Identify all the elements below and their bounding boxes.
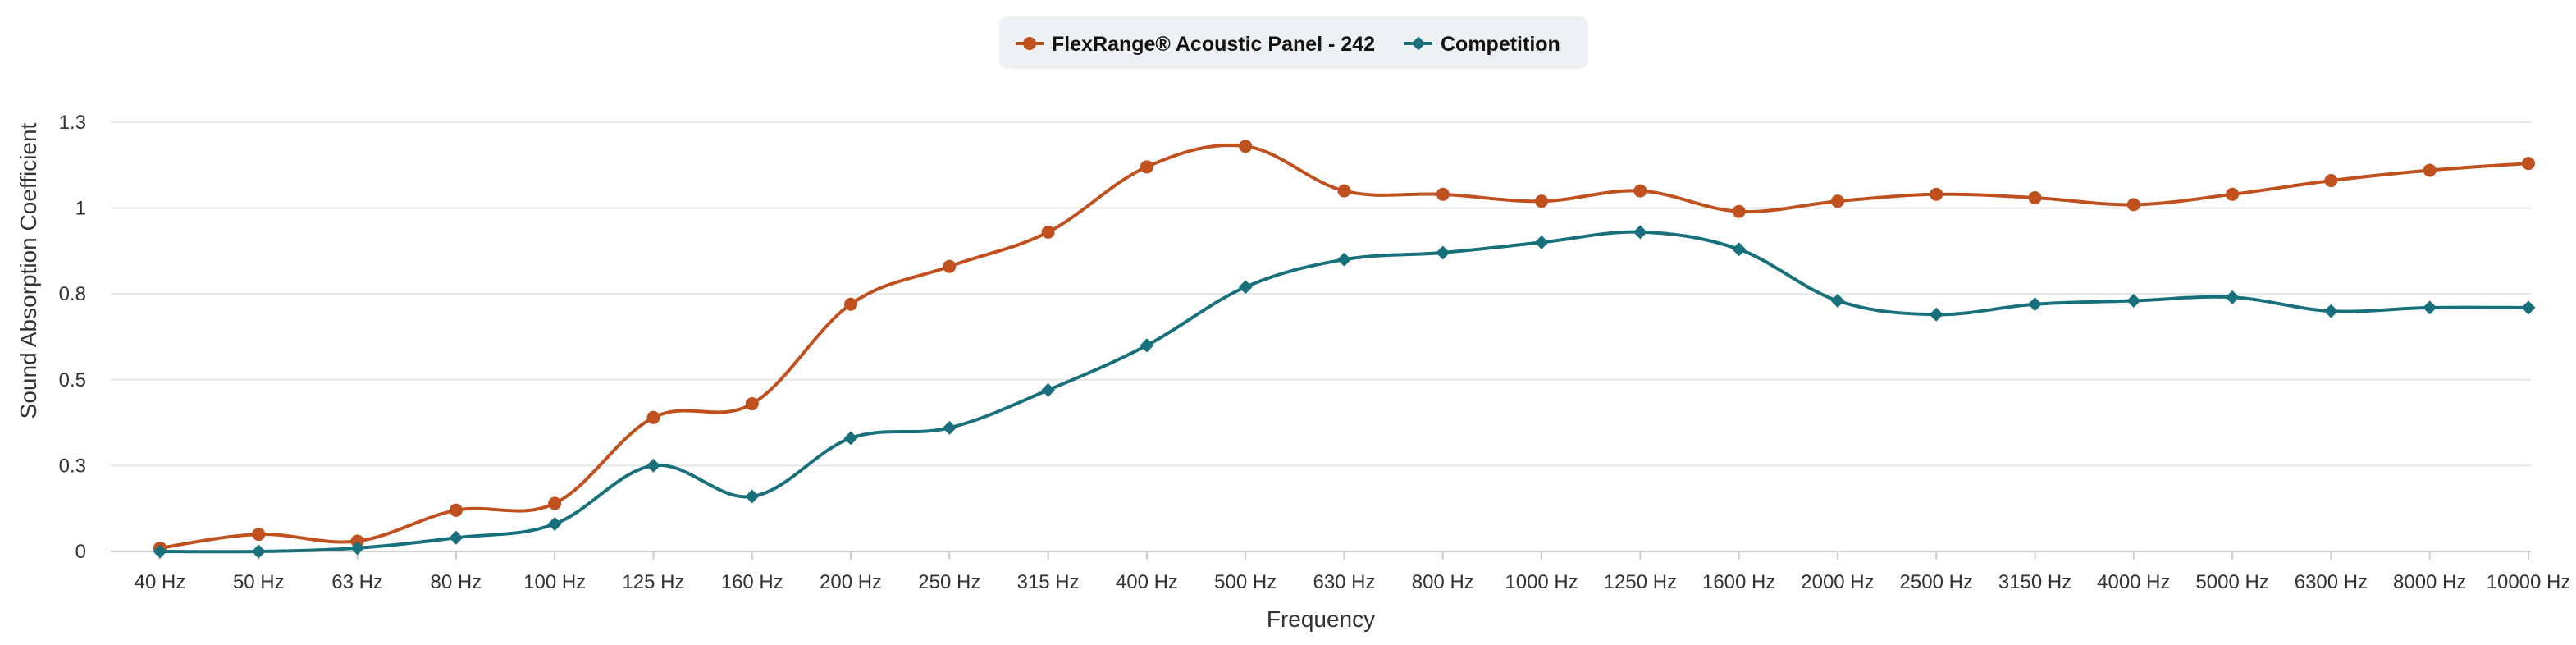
data-point bbox=[1436, 187, 1450, 201]
data-point bbox=[2126, 294, 2141, 309]
data-point bbox=[547, 517, 562, 532]
data-point bbox=[1337, 184, 1351, 198]
x-tick-label: 125 Hz bbox=[622, 571, 684, 593]
data-point bbox=[251, 544, 266, 559]
x-tick-label: 500 Hz bbox=[1214, 571, 1277, 593]
x-tick-label: 10000 Hz bbox=[2487, 571, 2571, 593]
axes: 0 0.3 0.5 0.8 1 1.3 40 Hz 50 Hz 63 Hz 80 Hz 100 Hz… bbox=[59, 112, 2571, 593]
y-tick-label: 1.3 bbox=[59, 112, 86, 134]
data-point bbox=[942, 420, 957, 435]
x-tick-label: 250 Hz bbox=[918, 571, 980, 593]
data-point bbox=[350, 541, 365, 556]
legend: FlexRange® Acoustic Panel - 242 Competiti… bbox=[999, 16, 1588, 69]
x-tick-label: 2000 Hz bbox=[1801, 571, 1874, 593]
data-point bbox=[1830, 294, 1845, 309]
data-point bbox=[646, 458, 660, 473]
data-point bbox=[1732, 242, 1747, 257]
data-point bbox=[2522, 157, 2535, 171]
y-tick-label: 0.3 bbox=[59, 455, 86, 477]
series-line bbox=[159, 230, 2529, 554]
data-point bbox=[745, 489, 760, 504]
data-point bbox=[2521, 300, 2536, 315]
x-tick-label: 200 Hz bbox=[820, 571, 882, 593]
x-tick-label: 63 Hz bbox=[331, 571, 383, 593]
data-point bbox=[1732, 204, 1746, 218]
y-tick-label: 0.5 bbox=[59, 369, 86, 391]
data-point bbox=[2423, 300, 2437, 315]
data-point bbox=[1140, 338, 1154, 353]
x-tick-label: 630 Hz bbox=[1313, 571, 1375, 593]
grid-lines bbox=[111, 121, 2531, 467]
data-point bbox=[2126, 198, 2140, 212]
x-tick-label: 1600 Hz bbox=[1702, 571, 1775, 593]
series-line bbox=[159, 144, 2529, 550]
legend-label: FlexRange® Acoustic Panel - 242 bbox=[1052, 33, 1375, 56]
data-point bbox=[1930, 187, 1943, 201]
data-point bbox=[1929, 307, 1943, 322]
data-point bbox=[1633, 184, 1647, 198]
legend-marker bbox=[1023, 37, 1036, 50]
data-point bbox=[1140, 160, 1153, 174]
data-point bbox=[844, 297, 858, 311]
legend-item: FlexRange® Acoustic Panel - 242 bbox=[1016, 33, 1375, 56]
x-tick-label: 100 Hz bbox=[523, 571, 586, 593]
x-tick-label: 160 Hz bbox=[721, 571, 783, 593]
data-point bbox=[1535, 194, 1549, 208]
x-tick-label: 315 Hz bbox=[1017, 571, 1080, 593]
x-tick-label: 40 Hz bbox=[135, 571, 186, 593]
x-tick-label: 1250 Hz bbox=[1604, 571, 1677, 593]
data-point bbox=[1041, 382, 1056, 397]
data-point bbox=[2324, 174, 2338, 188]
x-tick-label: 2500 Hz bbox=[1900, 571, 1973, 593]
x-tick-label: 6300 Hz bbox=[2295, 571, 2368, 593]
x-tick-label: 8000 Hz bbox=[2393, 571, 2466, 593]
data-point bbox=[1830, 194, 1844, 208]
y-tick-label: 0.8 bbox=[59, 283, 86, 305]
x-tick-label: 3150 Hz bbox=[1998, 571, 2071, 593]
series-layer bbox=[153, 140, 2536, 559]
data-point bbox=[153, 544, 167, 559]
data-point bbox=[1337, 252, 1351, 267]
legend-item: Competition bbox=[1404, 33, 1560, 56]
data-point bbox=[449, 530, 464, 545]
data-point bbox=[745, 397, 759, 411]
x-tick-label: 800 Hz bbox=[1412, 571, 1474, 593]
series-flexrange bbox=[153, 140, 2535, 555]
data-point bbox=[2028, 297, 2043, 312]
x-tick-label: 5000 Hz bbox=[2195, 571, 2268, 593]
data-point bbox=[2028, 190, 2042, 204]
x-tick-label: 50 Hz bbox=[233, 571, 285, 593]
data-point bbox=[2423, 163, 2437, 177]
series-competition bbox=[153, 225, 2536, 559]
x-tick-label: 1000 Hz bbox=[1505, 571, 1578, 593]
data-point bbox=[2323, 304, 2338, 318]
data-point bbox=[646, 410, 660, 424]
data-point bbox=[449, 503, 463, 517]
data-point bbox=[1238, 280, 1253, 295]
y-tick-label: 1 bbox=[75, 198, 86, 220]
x-tick-label: 4000 Hz bbox=[2097, 571, 2170, 593]
x-tick-label: 400 Hz bbox=[1116, 571, 1178, 593]
legend-background bbox=[999, 16, 1588, 69]
legend-marker bbox=[1411, 36, 1426, 51]
data-point bbox=[1633, 225, 1647, 240]
data-point bbox=[843, 431, 858, 446]
legend-label: Competition bbox=[1441, 33, 1560, 56]
data-point bbox=[1534, 235, 1549, 249]
data-point bbox=[1239, 140, 1253, 153]
y-axis-title: Sound Absorption Coefficient bbox=[16, 122, 41, 419]
data-point bbox=[2226, 187, 2240, 201]
data-point bbox=[252, 528, 266, 542]
data-point bbox=[548, 496, 562, 510]
y-tick-label: 0 bbox=[75, 541, 86, 563]
data-point bbox=[2225, 290, 2240, 304]
data-point bbox=[1041, 225, 1055, 239]
x-tick-label: 80 Hz bbox=[431, 571, 482, 593]
x-axis-title: Frequency bbox=[1267, 606, 1375, 632]
data-point bbox=[943, 259, 957, 273]
data-point bbox=[1436, 245, 1450, 260]
